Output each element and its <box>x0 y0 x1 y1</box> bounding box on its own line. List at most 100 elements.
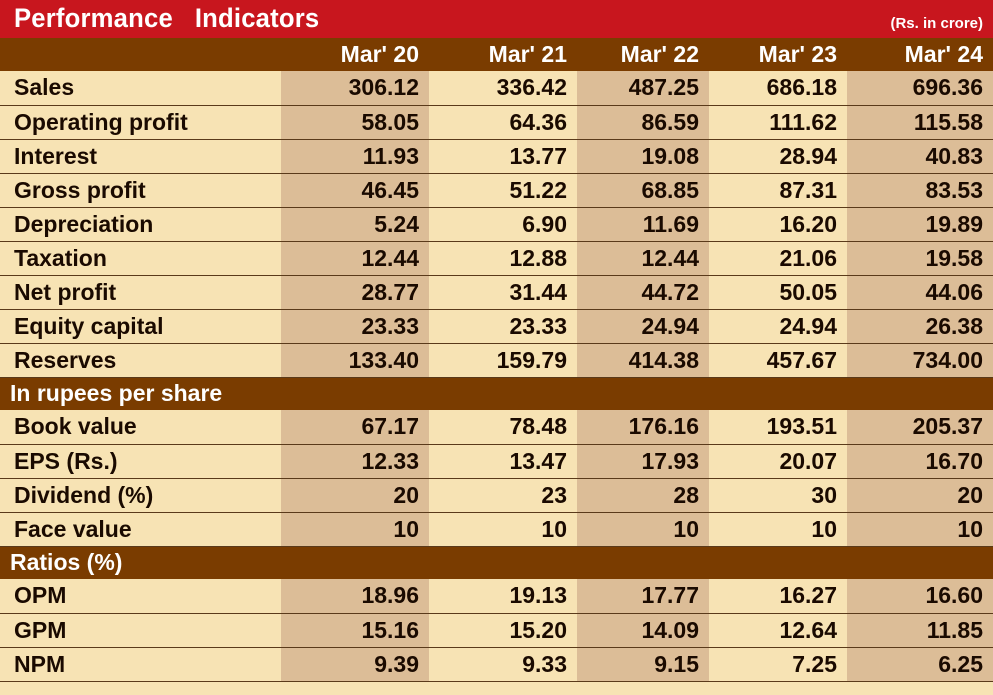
table-cell: 44.72 <box>577 275 709 310</box>
table-cell: 10 <box>847 512 993 547</box>
table-cell: 6.25 <box>847 647 993 682</box>
row-label: Depreciation <box>0 207 281 242</box>
table-cell: 16.27 <box>709 579 847 614</box>
section-header-row: Ratios (%) <box>0 546 993 579</box>
table-row: Interest 11.93 13.77 19.08 28.94 40.83 <box>0 139 993 174</box>
table-cell: 58.05 <box>281 105 429 140</box>
table-cell: 19.08 <box>577 139 709 174</box>
table-cell: 40.83 <box>847 139 993 174</box>
table-cell: 12.44 <box>577 241 709 276</box>
table-cell: 115.58 <box>847 105 993 140</box>
table-cell: 30 <box>709 478 847 513</box>
column-header: Mar' 21 <box>429 38 577 71</box>
table-cell: 50.05 <box>709 275 847 310</box>
table-cell: 9.33 <box>429 647 577 682</box>
table-cell: 10 <box>281 512 429 547</box>
table-cell: 12.64 <box>709 613 847 648</box>
table-cell: 414.38 <box>577 343 709 378</box>
table-cell: 64.36 <box>429 105 577 140</box>
table-cell: 12.33 <box>281 444 429 479</box>
row-label: Net profit <box>0 275 281 310</box>
table-cell: 15.16 <box>281 613 429 648</box>
table-cell: 176.16 <box>577 410 709 445</box>
table-cell: 87.31 <box>709 173 847 208</box>
table-row: Reserves 133.40 159.79 414.38 457.67 734.00 <box>0 343 993 378</box>
table-cell: 12.44 <box>281 241 429 276</box>
table-cell: 44.06 <box>847 275 993 310</box>
table-cell: 734.00 <box>847 343 993 378</box>
table-cell: 20 <box>281 478 429 513</box>
table-row: OPM 18.96 19.13 17.77 16.27 16.60 <box>0 579 993 614</box>
section-header-row: In rupees per share <box>0 377 993 410</box>
footer-strip <box>0 681 993 690</box>
column-header-blank <box>0 38 281 71</box>
table-cell: 16.60 <box>847 579 993 614</box>
row-label: Reserves <box>0 343 281 378</box>
row-label: Equity capital <box>0 309 281 344</box>
row-label: NPM <box>0 647 281 682</box>
table-row: Taxation 12.44 12.88 12.44 21.06 19.58 <box>0 241 993 276</box>
table-cell: 46.45 <box>281 173 429 208</box>
table-cell: 205.37 <box>847 410 993 445</box>
ratio-rows: OPM 18.96 19.13 17.77 16.27 16.60 GPM 15.16 15.2… <box>0 579 993 682</box>
table-cell: 28.94 <box>709 139 847 174</box>
row-label: Dividend (%) <box>0 478 281 513</box>
column-header: Mar' 20 <box>281 38 429 71</box>
table-cell: 11.69 <box>577 207 709 242</box>
indicators-table: Mar' 20 Mar' 21 Mar' 22 Mar' 23 Mar' 24 … <box>0 38 993 682</box>
table-cell: 13.77 <box>429 139 577 174</box>
table-cell: 78.48 <box>429 410 577 445</box>
table-cell: 68.85 <box>577 173 709 208</box>
table-cell: 51.22 <box>429 173 577 208</box>
table-cell: 14.09 <box>577 613 709 648</box>
table-cell: 24.94 <box>709 309 847 344</box>
row-label: Operating profit <box>0 105 281 140</box>
table-cell: 19.89 <box>847 207 993 242</box>
table-cell: 306.12 <box>281 71 429 106</box>
table-cell: 336.42 <box>429 71 577 106</box>
table-row: NPM 9.39 9.33 9.15 7.25 6.25 <box>0 647 993 682</box>
table-cell: 20.07 <box>709 444 847 479</box>
table-cell: 19.58 <box>847 241 993 276</box>
table-cell: 20 <box>847 478 993 513</box>
per-share-section: In rupees per share <box>0 377 993 410</box>
table-row: GPM 15.16 15.20 14.09 12.64 11.85 <box>0 613 993 648</box>
section-title-ratios: Ratios (%) <box>0 546 993 579</box>
table-cell: 193.51 <box>709 410 847 445</box>
table-cell: 86.59 <box>577 105 709 140</box>
table-cell: 9.39 <box>281 647 429 682</box>
column-header: Mar' 24 <box>847 38 993 71</box>
table-cell: 21.06 <box>709 241 847 276</box>
table-cell: 10 <box>429 512 577 547</box>
table-cell: 696.36 <box>847 71 993 106</box>
table-cell: 16.70 <box>847 444 993 479</box>
table-row: Dividend (%) 20 23 28 30 20 <box>0 478 993 513</box>
table-cell: 26.38 <box>847 309 993 344</box>
table-cell: 10 <box>577 512 709 547</box>
table-cell: 159.79 <box>429 343 577 378</box>
column-header: Mar' 23 <box>709 38 847 71</box>
table-row: Depreciation 5.24 6.90 11.69 16.20 19.89 <box>0 207 993 242</box>
table-cell: 12.88 <box>429 241 577 276</box>
table-row: Gross profit 46.45 51.22 68.85 87.31 83.53 <box>0 173 993 208</box>
table-cell: 11.85 <box>847 613 993 648</box>
row-label: Gross profit <box>0 173 281 208</box>
table-cell: 23.33 <box>281 309 429 344</box>
row-label: Book value <box>0 410 281 445</box>
table-cell: 111.62 <box>709 105 847 140</box>
table-cell: 23 <box>429 478 577 513</box>
table-cell: 457.67 <box>709 343 847 378</box>
table-cell: 10 <box>709 512 847 547</box>
table-row: EPS (Rs.) 12.33 13.47 17.93 20.07 16.70 <box>0 444 993 479</box>
ratios-section: Ratios (%) <box>0 546 993 579</box>
table-cell: 6.90 <box>429 207 577 242</box>
table-row: Book value 67.17 78.48 176.16 193.51 205.37 <box>0 410 993 445</box>
table-cell: 28 <box>577 478 709 513</box>
table-cell: 24.94 <box>577 309 709 344</box>
row-label: Interest <box>0 139 281 174</box>
table-cell: 13.47 <box>429 444 577 479</box>
section-title-per-share: In rupees per share <box>0 377 993 410</box>
table-cell: 19.13 <box>429 579 577 614</box>
row-label: Face value <box>0 512 281 547</box>
